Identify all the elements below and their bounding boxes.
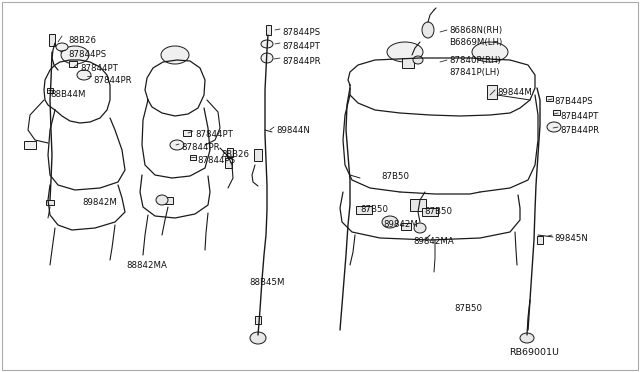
Text: 87844PR: 87844PR bbox=[93, 76, 132, 85]
Ellipse shape bbox=[387, 42, 423, 62]
Text: 87B44PT: 87B44PT bbox=[560, 112, 598, 121]
Bar bbox=[24, 141, 36, 149]
Ellipse shape bbox=[422, 22, 434, 38]
Text: 89844M: 89844M bbox=[497, 88, 532, 97]
Text: 87841P(LH): 87841P(LH) bbox=[449, 68, 499, 77]
Text: 88B26: 88B26 bbox=[68, 36, 96, 45]
Text: 87B44PR: 87B44PR bbox=[560, 126, 599, 135]
Text: 87844PS: 87844PS bbox=[68, 50, 106, 59]
Text: 89842M: 89842M bbox=[383, 220, 418, 229]
Ellipse shape bbox=[170, 140, 184, 150]
Bar bbox=[537, 236, 543, 244]
Bar bbox=[163, 196, 173, 203]
Ellipse shape bbox=[413, 56, 423, 64]
Bar bbox=[46, 199, 54, 205]
Bar bbox=[487, 85, 497, 99]
Text: 87844PT: 87844PT bbox=[195, 130, 233, 139]
Bar bbox=[545, 96, 552, 100]
Text: 88B44M: 88B44M bbox=[50, 90, 86, 99]
Bar bbox=[401, 222, 411, 230]
Text: 87B50: 87B50 bbox=[381, 172, 409, 181]
Bar bbox=[227, 148, 233, 157]
Bar bbox=[190, 154, 196, 160]
Text: 86868N(RH): 86868N(RH) bbox=[449, 26, 502, 35]
Text: 88842MA: 88842MA bbox=[126, 261, 167, 270]
Text: RB69001U: RB69001U bbox=[509, 348, 559, 357]
Ellipse shape bbox=[382, 216, 398, 228]
Ellipse shape bbox=[161, 46, 189, 64]
Text: 87844PS: 87844PS bbox=[197, 156, 235, 165]
Text: 87B44PS: 87B44PS bbox=[554, 97, 593, 106]
Text: 87840P(RH): 87840P(RH) bbox=[449, 56, 500, 65]
Text: 89842M: 89842M bbox=[82, 198, 117, 207]
Ellipse shape bbox=[61, 46, 89, 64]
Text: 89844N: 89844N bbox=[276, 126, 310, 135]
Ellipse shape bbox=[261, 40, 273, 48]
Bar bbox=[47, 87, 53, 93]
Ellipse shape bbox=[472, 42, 508, 62]
Ellipse shape bbox=[520, 333, 534, 343]
Text: 87844PT: 87844PT bbox=[282, 42, 320, 51]
Text: 87B50: 87B50 bbox=[424, 207, 452, 216]
Bar bbox=[402, 58, 414, 68]
Bar bbox=[266, 25, 271, 35]
Text: 88B45M: 88B45M bbox=[249, 278, 285, 287]
Ellipse shape bbox=[156, 195, 168, 205]
Text: 87B50: 87B50 bbox=[360, 205, 388, 214]
Bar bbox=[552, 109, 559, 115]
Ellipse shape bbox=[414, 223, 426, 233]
Text: 87844PR: 87844PR bbox=[282, 57, 321, 66]
Text: 89842MA: 89842MA bbox=[413, 237, 454, 246]
Ellipse shape bbox=[547, 122, 561, 132]
Bar bbox=[69, 61, 77, 67]
Text: 87B50: 87B50 bbox=[454, 304, 482, 313]
Ellipse shape bbox=[56, 43, 68, 51]
Ellipse shape bbox=[261, 53, 273, 63]
Bar bbox=[183, 130, 191, 136]
Bar bbox=[254, 149, 262, 161]
Text: 87844PR: 87844PR bbox=[181, 143, 220, 152]
Bar bbox=[225, 158, 232, 168]
Bar bbox=[255, 316, 261, 324]
Bar bbox=[49, 34, 55, 46]
Text: B6869M(LH): B6869M(LH) bbox=[449, 38, 502, 47]
Bar bbox=[410, 199, 426, 211]
Bar bbox=[356, 206, 372, 214]
Text: 87844PS: 87844PS bbox=[282, 28, 320, 37]
Text: 87844PT: 87844PT bbox=[80, 64, 118, 73]
Ellipse shape bbox=[77, 70, 91, 80]
Ellipse shape bbox=[250, 332, 266, 344]
Text: 89845N: 89845N bbox=[554, 234, 588, 243]
Bar bbox=[422, 208, 438, 216]
Text: 88B26: 88B26 bbox=[221, 150, 249, 159]
